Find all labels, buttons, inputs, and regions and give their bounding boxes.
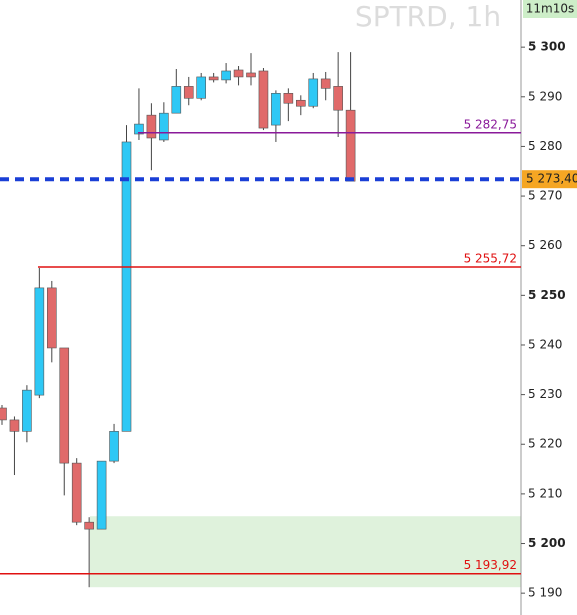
candle-body bbox=[121, 141, 132, 432]
candle-body bbox=[59, 347, 70, 464]
zone bbox=[90, 516, 521, 588]
candle-body bbox=[295, 99, 306, 107]
candle-body bbox=[0, 407, 7, 421]
y-tick-label: 5 190 bbox=[528, 586, 562, 600]
y-tick-label: 5 250 bbox=[528, 288, 566, 302]
candle-body bbox=[221, 70, 231, 81]
y-tick-label: 5 210 bbox=[528, 486, 562, 500]
y-tick-label: 5 270 bbox=[528, 189, 562, 203]
candle-body bbox=[233, 69, 244, 78]
candle-body bbox=[183, 86, 194, 99]
candle-body bbox=[84, 521, 94, 530]
candle-body bbox=[109, 431, 119, 462]
candle-body bbox=[196, 76, 206, 99]
level-label: 5 273,40 bbox=[526, 172, 577, 186]
candle-body bbox=[171, 86, 182, 114]
chart-title: SPTRD, 1h bbox=[355, 0, 501, 33]
candle-body bbox=[71, 462, 82, 523]
candle-body bbox=[96, 460, 107, 530]
timer-box bbox=[523, 0, 577, 18]
level-label: 5 282,75 bbox=[464, 117, 517, 131]
candle-body bbox=[258, 70, 269, 129]
y-tick-label: 5 200 bbox=[528, 536, 566, 550]
candle-body bbox=[9, 419, 20, 432]
level-label: 5 255,72 bbox=[464, 251, 517, 265]
candle-body bbox=[159, 112, 169, 141]
candle-body bbox=[308, 78, 319, 107]
y-tick-label: 5 300 bbox=[528, 40, 566, 54]
y-tick-label: 5 260 bbox=[528, 238, 562, 252]
level-label: 5 193,92 bbox=[464, 558, 517, 572]
candle-body bbox=[22, 389, 32, 432]
candle-body bbox=[246, 72, 256, 78]
candle-body bbox=[320, 78, 331, 89]
candle-body bbox=[146, 114, 157, 139]
price-box bbox=[522, 170, 577, 189]
y-tick-label: 5 240 bbox=[528, 337, 562, 351]
y-tick-label: 5 280 bbox=[528, 139, 562, 153]
candle-body bbox=[208, 76, 219, 81]
y-tick-label: 5 290 bbox=[528, 89, 562, 103]
candle-body bbox=[34, 287, 45, 396]
candle-body bbox=[46, 287, 57, 349]
y-tick-label: 5 230 bbox=[528, 387, 562, 401]
candle-body bbox=[271, 93, 281, 126]
y-tick-label: 5 220 bbox=[528, 437, 562, 451]
candle-body bbox=[333, 86, 343, 111]
candle-body bbox=[345, 109, 356, 182]
timer: 11m10s bbox=[526, 2, 574, 16]
candle-body bbox=[134, 123, 144, 135]
candle-body bbox=[283, 93, 294, 104]
